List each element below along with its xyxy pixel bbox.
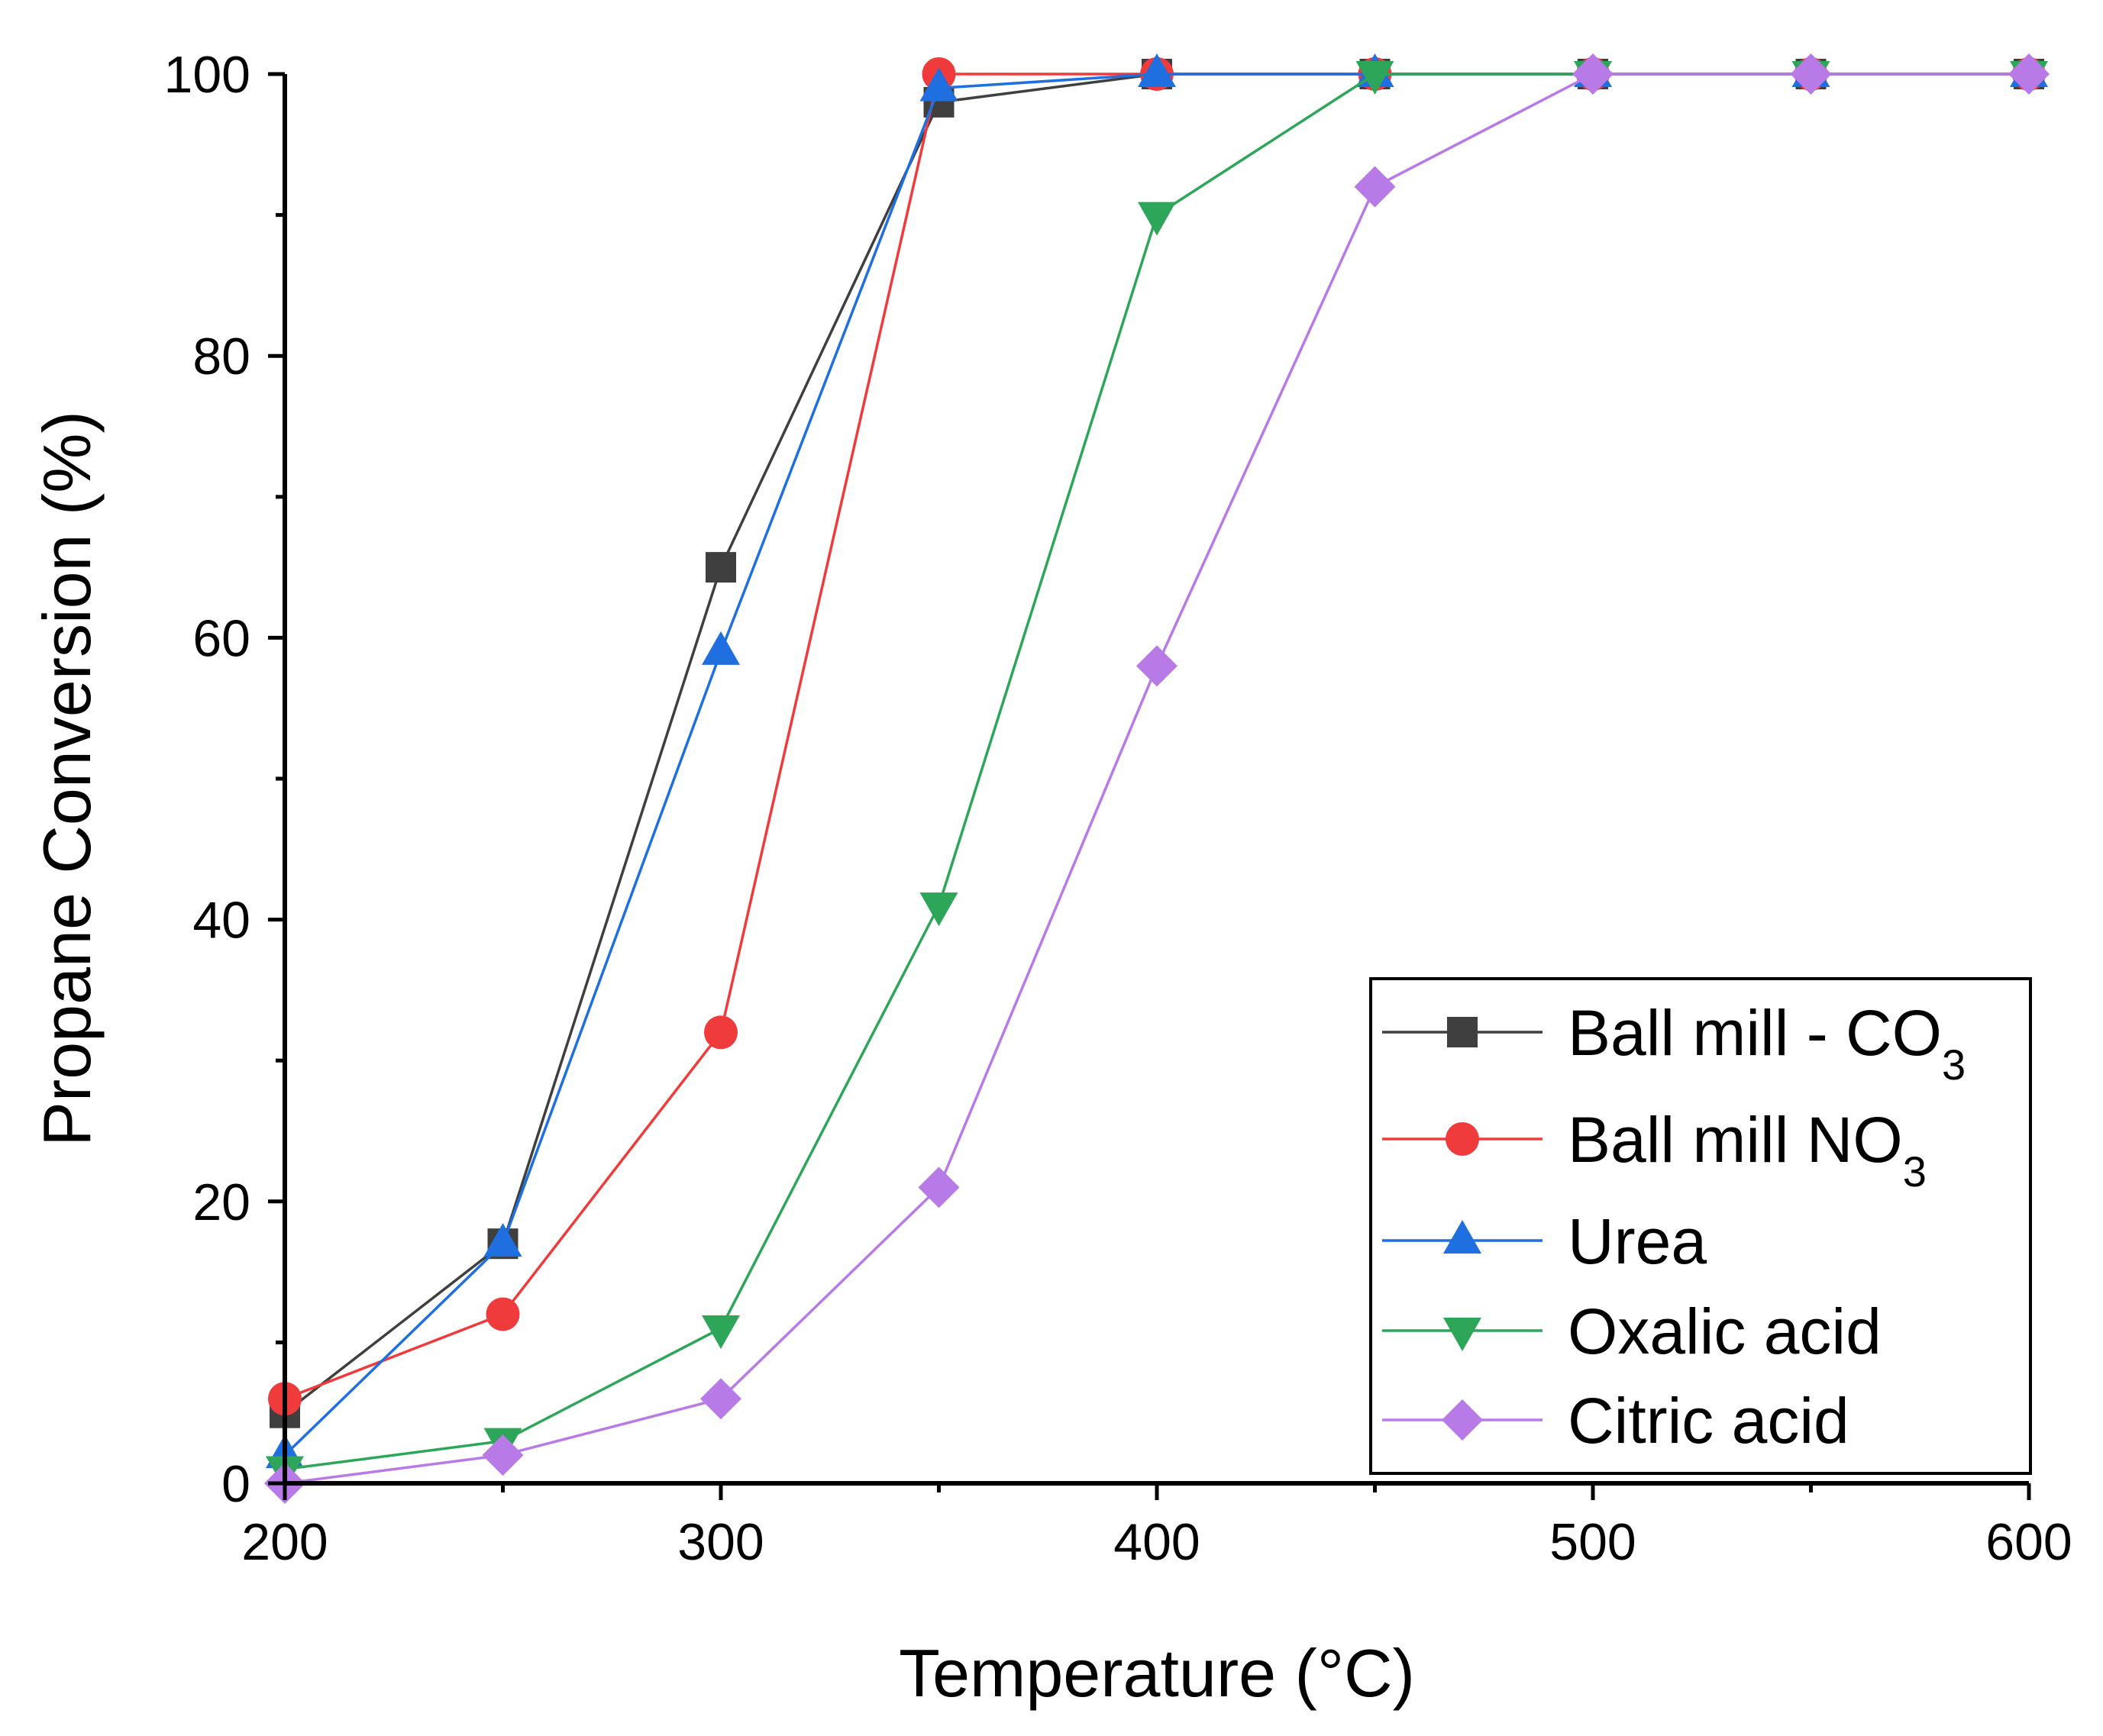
y-tick-label: 100 [164,46,250,104]
data-point [700,1378,741,1420]
legend-item-ball-mill-co3: Ball mill - CO3 [1382,997,1966,1089]
x-axis-title: Temperature (°C) [899,1635,1415,1711]
data-point [1790,53,1832,95]
legend-item-urea: Urea [1382,1205,1707,1277]
y-tick-label: 80 [192,328,250,386]
series-citric-acid [264,53,2050,1504]
legend-item-citric-acid: Citric acid [1382,1385,1849,1457]
data-point [486,1297,520,1331]
data-point [482,1434,524,1476]
x-tick-label: 500 [1549,1513,1636,1571]
data-point [706,552,736,583]
data-point [702,631,740,665]
data-point [919,892,958,927]
legend-marker [1443,1318,1481,1351]
legend-item-ball-mill-no3: Ball mill NO3 [1382,1104,1927,1196]
legend-box [1369,977,2032,1475]
y-tick-label: 0 [221,1455,250,1513]
data-point [1136,645,1177,687]
x-tick-label: 200 [241,1513,328,1571]
y-axis-title: Propane Conversion (%) [29,411,105,1147]
legend-item-oxalic-acid: Oxalic acid [1382,1296,1882,1367]
series-layer [264,53,2050,1504]
x-tick-label: 400 [1113,1513,1200,1571]
data-point [704,1015,738,1050]
data-point [1354,166,1396,208]
y-tick-label: 60 [192,609,250,667]
data-point [1355,61,1394,95]
legend-marker [1446,1122,1479,1156]
data-point [919,67,958,102]
legend-marker [1447,1017,1478,1047]
y-tick-label: 40 [192,892,250,950]
legend-marker [1443,1220,1481,1254]
legend-label: Urea [1568,1205,1707,1277]
ticks-layer: 200 300 400 500 600 0 20 40 60 80 100 [164,46,2072,1571]
legend-label: Ball mill NO3 [1568,1104,1927,1196]
data-point [1138,53,1176,87]
data-point [702,1315,740,1349]
x-tick-label: 300 [677,1513,764,1571]
legend-marker [1442,1399,1483,1441]
data-point [918,1166,960,1208]
data-point [2008,53,2050,95]
legend-label: Citric acid [1568,1385,1849,1457]
y-tick-label: 20 [192,1173,250,1231]
data-point [483,1223,522,1257]
x-tick-label: 600 [1985,1513,2072,1571]
legend: Ball mill - CO3 Ball mill NO3 Urea Oxalic a… [1369,977,2032,1475]
data-point [1138,202,1176,236]
legend-label: Ball mill - CO3 [1568,997,1966,1089]
legend-label: Oxalic acid [1568,1296,1882,1367]
data-point [1572,53,1614,95]
